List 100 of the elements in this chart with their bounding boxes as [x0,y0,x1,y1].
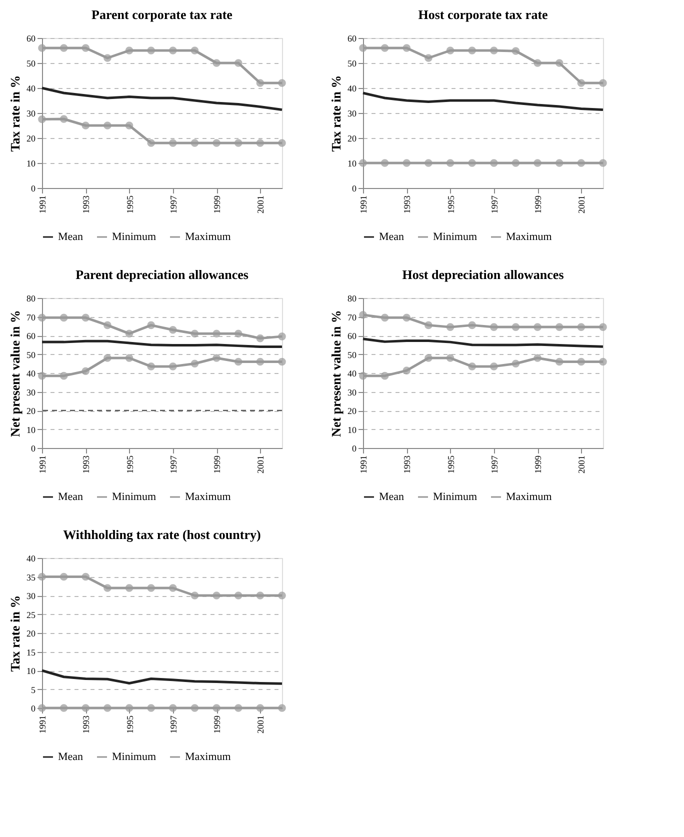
x-tick-label: 2001 [256,716,266,734]
y-tick-label: 10 [26,158,36,168]
y-tick-label: 20 [26,628,36,638]
point [359,159,367,167]
point [125,584,134,592]
point [577,159,586,167]
point [446,159,454,167]
x-tick-label: 1999 [533,455,544,474]
y-tick-label: 35 [26,572,36,582]
point [168,584,177,592]
point [60,44,68,52]
point [402,44,411,52]
point [534,159,542,167]
point [359,310,367,319]
point [104,321,112,330]
legend-label: Minimum [433,491,478,503]
point [534,59,542,67]
y-tick-label: 60 [348,34,357,44]
point [125,122,134,130]
point [359,44,367,52]
point [147,584,156,592]
point [512,47,520,55]
legend-label: Mean [58,751,84,763]
point [256,704,264,712]
point [212,59,220,67]
point [38,572,46,581]
x-tick-label: 1997 [168,195,178,214]
x-tick-label: 1997 [168,715,178,734]
point [60,115,68,123]
point [359,372,367,380]
point [38,115,46,124]
x-tick-label: 1995 [446,195,456,214]
y-tick-label: 0 [31,444,36,454]
point [104,122,112,130]
legend-label: Maximum [506,231,552,243]
point [168,362,177,370]
point [234,592,242,600]
point [190,330,199,338]
y-tick-label: 10 [26,424,36,435]
x-tick-label: 2001 [256,196,266,214]
point [38,372,46,380]
point [82,572,90,581]
point [468,321,476,330]
point [147,46,156,54]
y-tick-label: 70 [26,312,36,322]
point [147,704,156,712]
point [234,330,242,338]
point [125,354,134,362]
legend-label: Minimum [112,751,156,763]
point [402,366,411,374]
legend-label: Minimum [112,231,156,243]
point [424,159,432,167]
x-tick-label: 1991 [38,716,48,734]
point [212,704,220,712]
y-tick-label: 80 [348,294,357,304]
point [446,354,454,362]
point [490,46,498,54]
point [490,159,498,167]
point [512,360,520,368]
point [490,362,498,370]
y-tick-label: 80 [26,294,36,304]
point [424,321,432,330]
point [234,704,242,712]
x-tick-label: 1993 [402,455,412,474]
point [82,314,90,322]
point [104,704,112,712]
y-tick-label: 40 [26,554,36,564]
point [190,360,199,368]
y-tick-label: 60 [348,331,357,341]
point [256,79,264,87]
point [256,358,264,366]
y-tick-label: 0 [352,184,357,194]
point [256,139,264,147]
point [82,704,90,712]
point [577,79,586,87]
point [599,159,607,167]
legend-label: Maximum [185,491,232,503]
x-tick-label: 1999 [212,715,222,734]
line-series [40,86,284,111]
point [278,592,286,600]
y-axis-title: Tax rate in % [328,75,344,152]
y-tick-label: 10 [348,424,357,435]
x-tick-label: 1993 [81,455,92,474]
point [577,358,586,366]
legend-label: Mean [58,231,84,243]
y-tick-label: 20 [348,134,357,144]
y-tick-label: 10 [348,158,357,168]
y-tick-label: 40 [26,368,36,378]
y-tick-label: 0 [31,184,36,194]
y-tick-label: 70 [348,312,357,322]
point [256,334,264,342]
y-tick-label: 20 [26,406,36,416]
point [190,592,199,600]
chart-title: Parent depreciation allowances [76,267,248,282]
chart-title: Host corporate tax rate [418,7,548,22]
point [190,704,199,712]
x-tick-label: 1997 [489,195,500,214]
chart-title: Withholding tax rate (host country) [63,527,261,542]
point [168,46,177,54]
chart-title: Parent corporate tax rate [92,7,233,22]
